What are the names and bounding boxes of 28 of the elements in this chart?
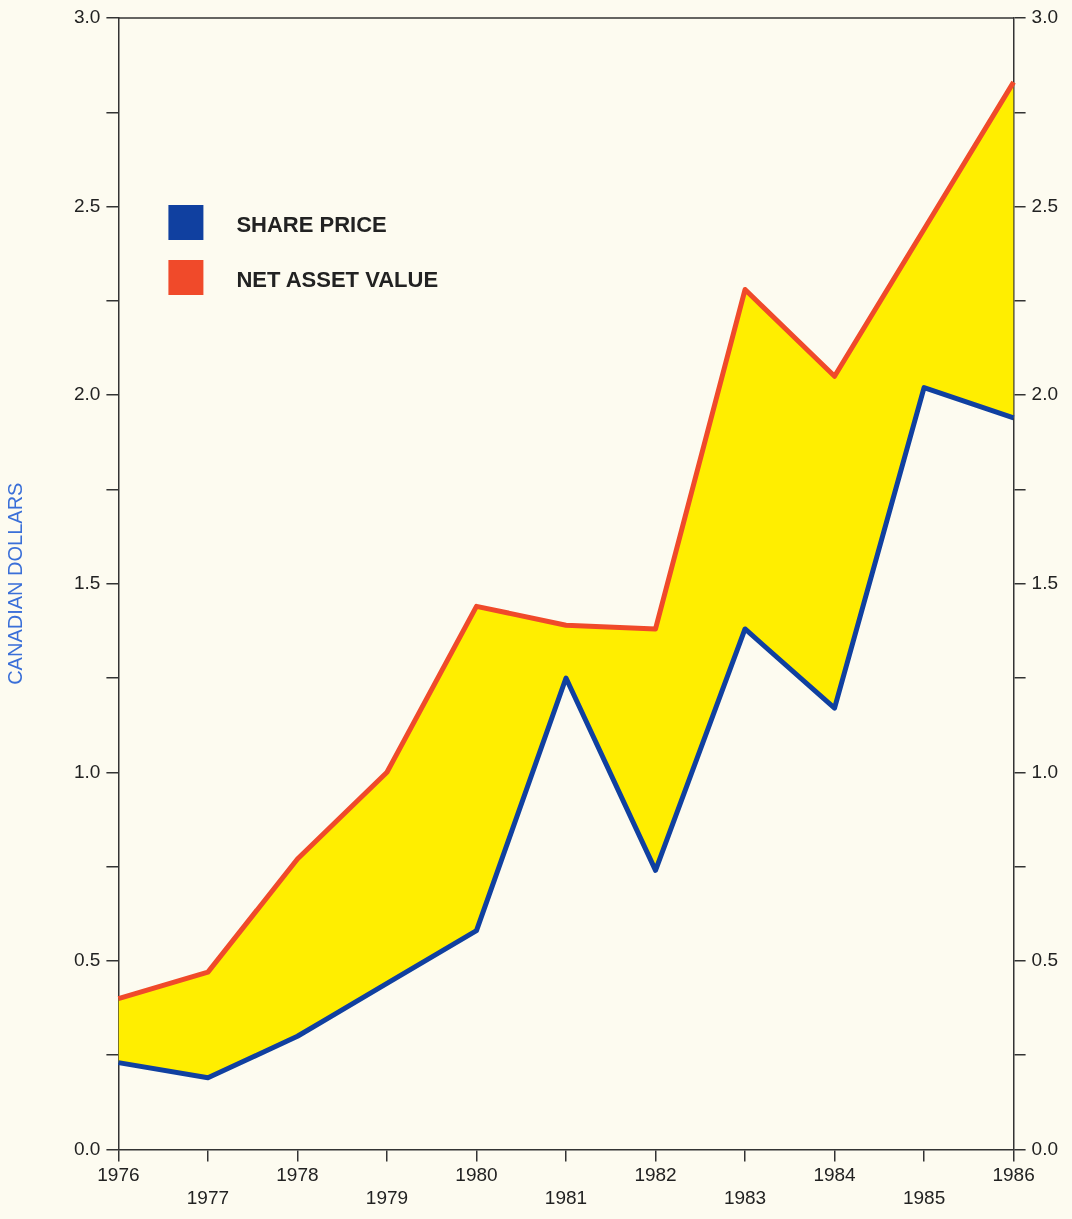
y-tick-label: 2.5 <box>73 194 101 216</box>
y2-tick-label: 0.5 <box>1031 949 1059 971</box>
x-tick-label: 1981 <box>544 1186 588 1208</box>
y-tick-label: 3.0 <box>73 6 101 28</box>
x-tick-label: 1982 <box>634 1164 677 1186</box>
x-tick-label: 1979 <box>365 1186 409 1208</box>
x-tick-label: 1980 <box>455 1164 498 1186</box>
y2-tick-label: 2.0 <box>1031 383 1059 405</box>
x-tick-label: 1977 <box>186 1186 230 1208</box>
y-tick-label: 0.5 <box>73 949 101 971</box>
x-tick-label: 1978 <box>276 1164 319 1186</box>
y2-tick-label: 0.0 <box>1031 1137 1059 1159</box>
y-tick-label: 0.0 <box>73 1137 101 1159</box>
y-tick-label: 2.0 <box>73 383 101 405</box>
legend-label: SHARE PRICE <box>236 212 387 238</box>
x-tick-label: 1983 <box>723 1186 767 1208</box>
y2-tick-label: 1.5 <box>1031 571 1059 593</box>
y-axis-title: CANADIAN DOLLARS <box>3 482 26 685</box>
y2-tick-label: 3.0 <box>1031 6 1059 28</box>
y2-tick-label: 1.0 <box>1031 760 1059 782</box>
y2-tick-label: 2.5 <box>1031 194 1059 216</box>
x-tick-label: 1984 <box>813 1164 857 1186</box>
x-tick-label: 1976 <box>97 1164 140 1186</box>
y-tick-label: 1.0 <box>73 760 101 782</box>
y-tick-label: 1.5 <box>73 571 101 593</box>
x-tick-label: 1986 <box>992 1164 1035 1186</box>
legend-label: NET ASSET VALUE <box>236 267 439 293</box>
x-tick-label: 1985 <box>902 1186 946 1208</box>
